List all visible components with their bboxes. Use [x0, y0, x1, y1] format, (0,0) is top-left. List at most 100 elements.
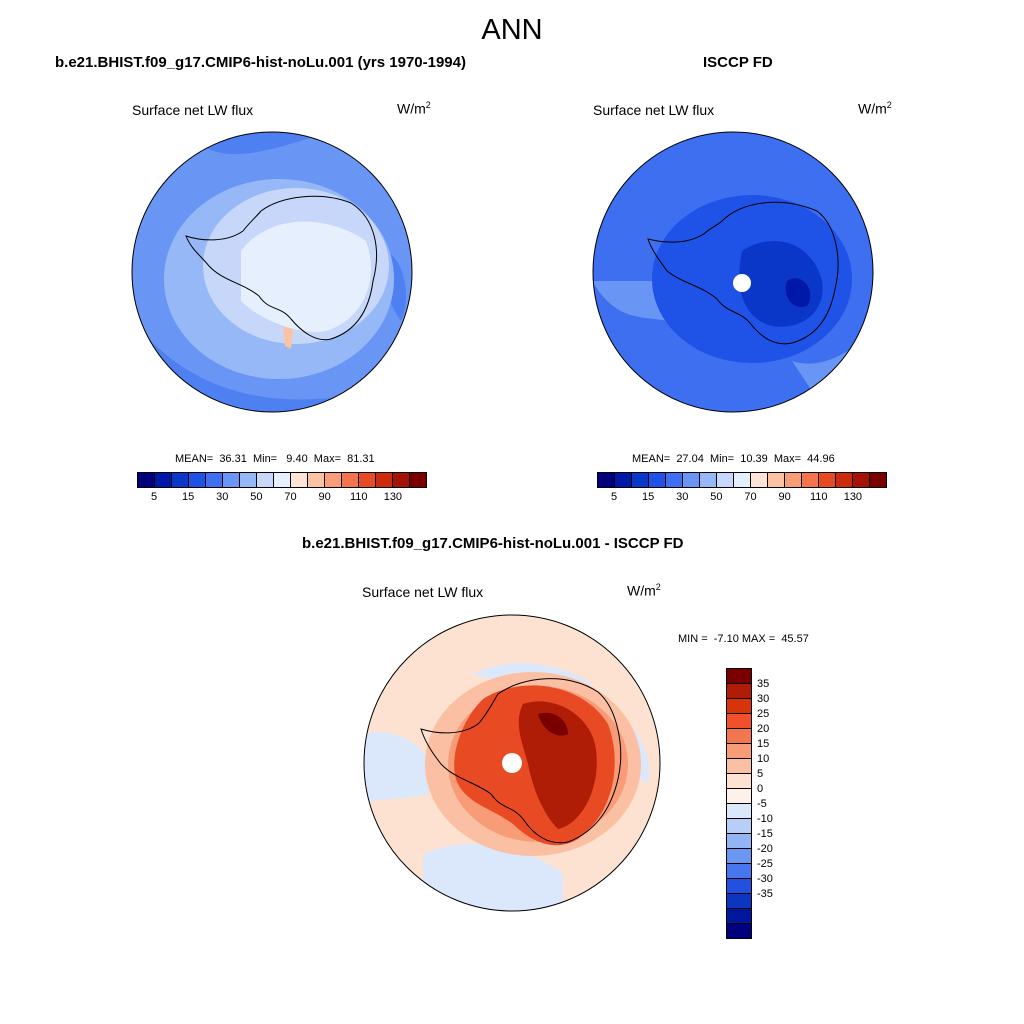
panel3-colorbar: 35 30 25 20 15 10 5 0 -5 -10 -15 -20 -25 -30 -35 — [726, 668, 797, 939]
panel2-colorbar-tick-label: 30 — [676, 491, 689, 503]
panel1-colorbar-cell — [410, 473, 426, 487]
panel3-colorbar-tick-label: -35 — [757, 888, 773, 900]
panel1-colorbar-cell — [393, 473, 410, 487]
panel3-colorbar-tick-label: -30 — [757, 873, 773, 885]
panel1-colorbar-cell — [206, 473, 223, 487]
panel1-colorbar-cell — [376, 473, 393, 487]
panel3-colorbar-cell — [727, 669, 751, 684]
panel3-colorbar-tick-label: -25 — [757, 858, 773, 870]
panel3-colorbar-tick-label: 25 — [757, 708, 770, 720]
panel3-colorbar-cell — [727, 759, 751, 774]
panel3-colorbar-cell — [727, 804, 751, 819]
panel2-pole-hole — [733, 274, 751, 292]
panel2-colorbar-cell — [632, 473, 649, 487]
panel3-units: W/m2 — [627, 582, 661, 599]
panel3-colorbar-cell — [727, 864, 751, 879]
panel1-antarctica-coastline — [185, 195, 378, 341]
panel2-variable-label: Surface net LW flux — [593, 102, 715, 118]
panel2-colorbar-cell — [598, 473, 615, 487]
panel2-colorbar-cell — [768, 473, 785, 487]
panel2-colorbar-cell — [649, 473, 666, 487]
panel2-units: W/m2 — [858, 100, 892, 117]
panel1-colorbar-cell — [274, 473, 291, 487]
panel2-colorbar-tick-label: 5 — [610, 491, 618, 503]
panel2-colorbar-cell — [836, 473, 853, 487]
panel3-colorbar-cell — [727, 879, 751, 894]
panel2-colorbar-tick-label: 50 — [710, 491, 723, 503]
panel2-colorbar-cell — [853, 473, 870, 487]
panel3-colorbar-cell — [727, 894, 751, 909]
panel2-colorbar-tick-label: 130 — [843, 491, 863, 503]
panel2-antarctica-coastline — [647, 201, 839, 345]
panel3-colorbar-cell — [727, 834, 751, 849]
panel3-colorbar-cell — [727, 729, 751, 744]
panel3-variable-label: Surface net LW flux — [362, 584, 484, 600]
panel1-variable-label: Surface net LW flux — [132, 102, 254, 118]
panel1-colorbar-cell — [155, 473, 172, 487]
panel3-pole-hole — [502, 753, 522, 773]
panel2-colorbar-cell — [700, 473, 717, 487]
panel3-colorbar-cell — [727, 714, 751, 729]
panel3-colorbar-tick-label: -15 — [757, 828, 773, 840]
panel3-colorbar-cell — [727, 819, 751, 834]
panel2-stats: MEAN= 27.04 Min= 10.39 Max= 44.96 — [632, 453, 835, 465]
panel3-colorbar-tick-label: 5 — [757, 768, 764, 780]
panel1-map — [131, 131, 413, 413]
panel1-colorbar-tick-label: 15 — [182, 491, 195, 503]
panel3-maximum-region — [518, 701, 597, 829]
panel3-maximum-spot — [538, 712, 568, 736]
panel2-colorbar-cell — [734, 473, 751, 487]
panel2-title: ISCCP FD — [703, 54, 773, 71]
panel3-colorbar-tick-label: 35 — [757, 678, 770, 690]
panel3-colorbar-cell — [727, 849, 751, 864]
panel1-colorbar-cell — [240, 473, 257, 487]
panel3-colorbar-tick-label: -10 — [757, 813, 773, 825]
panel1-colorbar-cell — [138, 473, 155, 487]
panel1-colorbar-tick-label: 110 — [349, 491, 368, 503]
panel2-map-border — [592, 131, 874, 413]
panel3-colorbar-cell — [727, 909, 751, 924]
panel1-plateau-field — [241, 221, 372, 332]
panel1-units: W/m2 — [397, 100, 431, 117]
panel2-map — [592, 131, 874, 413]
panel1-colorbar-cell — [291, 473, 308, 487]
panel3-colorbar-cell — [727, 699, 751, 714]
panel2-colorbar-cell — [802, 473, 819, 487]
panel1-map-border — [131, 131, 413, 413]
panel2-colorbar-cell — [870, 473, 886, 487]
panel2-colorbar-cell — [751, 473, 768, 487]
panel1-colorbar-cell — [172, 473, 189, 487]
panel1-colorbar-cell — [359, 473, 376, 487]
panel2-colorbar-cell — [785, 473, 802, 487]
panel1-colorbar-tick-label: 50 — [250, 491, 263, 503]
panel2-colorbar: 5 15 30 50 70 90 110 130 — [597, 472, 887, 503]
panel3-negative-region-south — [423, 843, 563, 911]
panel3-colorbar-tick-label: 15 — [757, 738, 770, 750]
panel3-colorbar-tick-label: 0 — [757, 783, 764, 795]
panel2-colorbar-tick-label: 15 — [642, 491, 655, 503]
panel3-colorbar-tick-label: 30 — [757, 693, 770, 705]
panel2-colorbar-tick-label: 110 — [809, 491, 828, 503]
panel1-title: b.e21.BHIST.f09_g17.CMIP6-hist-noLu.001 … — [55, 54, 466, 71]
panel2-minimum-spot — [785, 278, 811, 307]
panel2-colorbar-tick-label: 90 — [778, 491, 791, 503]
panel3-colorbar-tick-label: -5 — [757, 798, 767, 810]
panel3-title: b.e21.BHIST.f09_g17.CMIP6-hist-noLu.001 … — [302, 535, 684, 552]
panel1-high-flux-spot — [283, 326, 293, 349]
panel1-colorbar-cell — [223, 473, 240, 487]
panel3-colorbar-cell — [727, 924, 751, 938]
panel2-colorbar-cell — [666, 473, 683, 487]
panel1-stats: MEAN= 36.31 Min= 9.40 Max= 81.31 — [175, 453, 375, 465]
panel2-colorbar-cell — [683, 473, 700, 487]
panel3-negative-region-west — [364, 732, 443, 804]
panel3-colorbar-tick-label: 20 — [757, 723, 770, 735]
panel2-colorbar-tick-label: 70 — [744, 491, 757, 503]
panel3-map — [363, 614, 661, 912]
panel3-stats: MIN = -7.10 MAX = 45.57 — [678, 633, 809, 645]
panel3-map-border — [363, 614, 661, 912]
panel2-colorbar-cell — [819, 473, 836, 487]
panel1-colorbar-cell — [308, 473, 325, 487]
panel3-colorbar-cell — [727, 744, 751, 759]
panel1-colorbar-cell — [257, 473, 274, 487]
panel3-colorbar-cell — [727, 789, 751, 804]
